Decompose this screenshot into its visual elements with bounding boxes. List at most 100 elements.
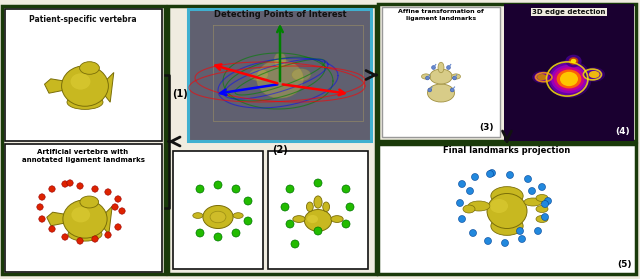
Ellipse shape	[61, 66, 108, 106]
Circle shape	[291, 240, 299, 248]
Bar	[5, 9, 162, 141]
Ellipse shape	[490, 199, 508, 213]
Circle shape	[244, 217, 252, 225]
Bar	[382, 7, 500, 137]
Ellipse shape	[293, 216, 305, 222]
Circle shape	[541, 201, 548, 208]
Ellipse shape	[463, 205, 475, 213]
Ellipse shape	[571, 59, 577, 63]
Text: 3D edge detection: 3D edge detection	[532, 9, 605, 15]
Ellipse shape	[557, 69, 581, 88]
Ellipse shape	[536, 206, 548, 213]
Circle shape	[447, 66, 451, 69]
Circle shape	[518, 235, 525, 242]
Ellipse shape	[68, 227, 102, 241]
Circle shape	[62, 181, 68, 187]
Ellipse shape	[548, 62, 589, 96]
Ellipse shape	[584, 67, 605, 82]
Circle shape	[428, 88, 431, 92]
Ellipse shape	[589, 71, 600, 78]
Circle shape	[470, 230, 477, 237]
Circle shape	[105, 189, 111, 195]
Text: Patient-specific vertebra: Patient-specific vertebra	[29, 15, 137, 24]
Ellipse shape	[554, 67, 584, 91]
Circle shape	[456, 199, 463, 206]
Polygon shape	[47, 212, 68, 226]
Ellipse shape	[292, 69, 310, 81]
Circle shape	[458, 181, 465, 187]
Text: (2): (2)	[272, 145, 288, 155]
Circle shape	[62, 234, 68, 240]
Circle shape	[488, 170, 495, 177]
Polygon shape	[102, 206, 112, 234]
Circle shape	[467, 187, 474, 194]
Circle shape	[214, 181, 222, 189]
Circle shape	[77, 183, 83, 189]
Bar	[188, 9, 371, 141]
Ellipse shape	[257, 60, 303, 98]
Circle shape	[541, 213, 548, 220]
Ellipse shape	[63, 200, 107, 238]
Ellipse shape	[429, 69, 452, 84]
Text: (5): (5)	[618, 260, 632, 269]
Polygon shape	[45, 79, 67, 93]
Circle shape	[49, 226, 55, 232]
Circle shape	[452, 76, 456, 80]
Circle shape	[36, 204, 44, 210]
Circle shape	[525, 175, 531, 182]
Circle shape	[115, 196, 121, 202]
Ellipse shape	[569, 57, 579, 65]
Ellipse shape	[210, 211, 226, 223]
Ellipse shape	[323, 202, 330, 211]
Ellipse shape	[487, 194, 527, 229]
Circle shape	[119, 208, 125, 214]
Ellipse shape	[331, 216, 343, 222]
Ellipse shape	[305, 210, 332, 231]
Circle shape	[545, 198, 552, 205]
Circle shape	[232, 185, 240, 193]
Text: (3): (3)	[479, 123, 494, 132]
Ellipse shape	[67, 95, 103, 109]
Ellipse shape	[524, 198, 542, 206]
Text: Affine transformation of: Affine transformation of	[398, 9, 484, 14]
Ellipse shape	[551, 65, 587, 93]
Ellipse shape	[428, 84, 454, 102]
Bar	[5, 144, 162, 272]
Ellipse shape	[565, 55, 582, 67]
Ellipse shape	[203, 205, 233, 229]
Circle shape	[538, 184, 545, 191]
Ellipse shape	[468, 201, 490, 211]
Ellipse shape	[422, 74, 431, 79]
Circle shape	[342, 185, 350, 193]
Text: ligament landmarks: ligament landmarks	[406, 16, 476, 21]
Circle shape	[39, 194, 45, 200]
Ellipse shape	[70, 73, 90, 90]
Ellipse shape	[72, 207, 90, 222]
Circle shape	[314, 227, 322, 235]
Ellipse shape	[307, 215, 318, 223]
Circle shape	[486, 170, 493, 177]
Ellipse shape	[307, 202, 313, 211]
Circle shape	[39, 216, 45, 222]
Circle shape	[115, 224, 121, 230]
Polygon shape	[103, 73, 114, 102]
Circle shape	[112, 204, 118, 210]
Circle shape	[506, 172, 513, 179]
Bar	[504, 4, 634, 141]
Circle shape	[314, 179, 322, 187]
Ellipse shape	[547, 60, 591, 98]
Circle shape	[502, 239, 509, 247]
Text: Final landmarks projection: Final landmarks projection	[444, 146, 571, 155]
Bar	[268, 151, 368, 269]
Circle shape	[214, 233, 222, 241]
Circle shape	[67, 180, 73, 186]
Circle shape	[458, 215, 465, 222]
Text: annotated ligament landmarks: annotated ligament landmarks	[22, 157, 145, 163]
Ellipse shape	[560, 72, 578, 86]
Circle shape	[92, 236, 98, 242]
Text: (4): (4)	[616, 127, 630, 136]
Circle shape	[346, 203, 354, 211]
Circle shape	[431, 66, 435, 69]
Ellipse shape	[80, 196, 99, 208]
Text: Detecting Points of Interest: Detecting Points of Interest	[214, 10, 346, 19]
